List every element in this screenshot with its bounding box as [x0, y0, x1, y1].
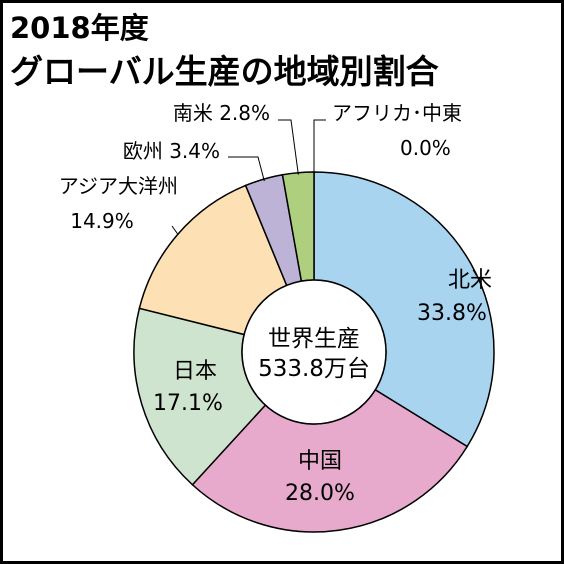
slice-percent-3: 14.9% [70, 209, 134, 233]
slice-name-0: 北米 [448, 268, 492, 293]
slice-name-4: 欧州 [123, 139, 169, 163]
center-label-total: 533.8万台 [258, 356, 370, 382]
slice-name-2: 日本 [173, 359, 217, 384]
slice-label-4: 欧州 3.4% [123, 139, 220, 163]
donut-hole [241, 279, 387, 425]
chart-title: グローバル生産の地域別割合 [10, 52, 439, 91]
slice-label-5: 南米 2.8% [173, 101, 270, 125]
slice-name-5: 南米 [173, 101, 219, 125]
slice-name-6: アフリカ･中東 [332, 101, 462, 125]
leader-line-4 [228, 156, 265, 182]
slice-percent-6: 0.0% [400, 136, 451, 160]
center-label-title: 世界生産 [268, 326, 360, 352]
slice-percent-2: 17.1% [153, 391, 223, 416]
slice-percent-0: 33.8% [417, 301, 487, 326]
chart-title-year: 2018年度 [10, 11, 149, 45]
slice-name-3: アジア大洋州 [59, 174, 178, 198]
leader-line-3 [171, 225, 179, 235]
slice-percent-4: 3.4% [169, 139, 220, 163]
slice-labels: 北米 33.8% 中国 28.0% 日本 17.1% アジア大洋州 14.9% 欧州 3.4% 南… [59, 101, 492, 506]
leader-line-5 [278, 119, 299, 175]
center-label: 世界生産 533.8万台 [258, 326, 370, 382]
leader-lines [171, 119, 326, 235]
slice-name-1: 中国 [298, 449, 342, 474]
slice-percent-1: 28.0% [285, 481, 355, 506]
slice-percent-5: 2.8% [219, 101, 270, 125]
leader-line-6 [313, 119, 326, 172]
